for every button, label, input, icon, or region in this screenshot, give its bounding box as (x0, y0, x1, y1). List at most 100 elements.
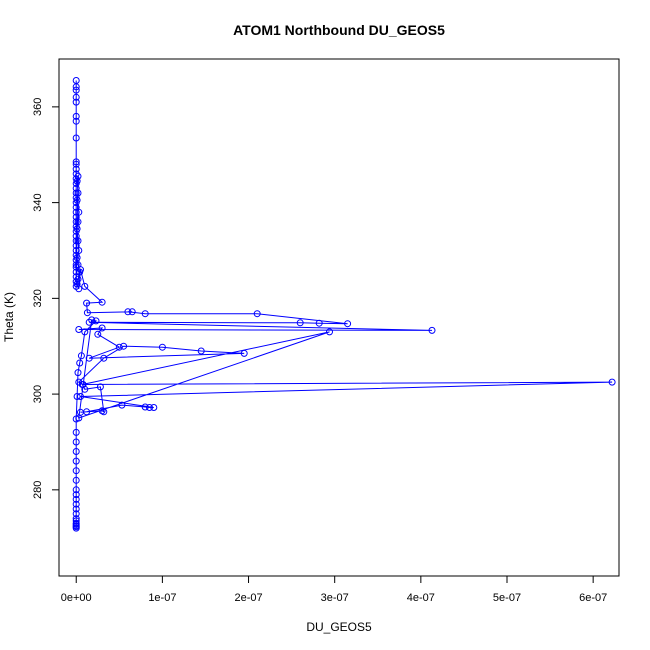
data-point (100, 408, 108, 416)
data-point (72, 505, 80, 513)
data-point (128, 308, 136, 316)
data-point (150, 404, 158, 411)
data-point (94, 330, 102, 338)
data-point (74, 172, 82, 180)
data-point (326, 328, 333, 336)
data-point (344, 320, 352, 328)
data-point (72, 415, 80, 423)
data-point (141, 403, 149, 411)
data-point (72, 134, 80, 142)
x-tick-label: 0e+00 (61, 592, 92, 604)
data-point (315, 319, 323, 327)
data-point (77, 266, 84, 274)
data-point (72, 467, 80, 475)
x-tick-label: 1e-07 (148, 592, 176, 604)
data-point (98, 407, 106, 415)
data-point (74, 189, 82, 197)
data-point (608, 378, 616, 386)
data-point (72, 247, 80, 254)
data-point (72, 457, 80, 465)
data-point (428, 326, 436, 334)
data-point (124, 308, 132, 316)
data-point (72, 491, 80, 499)
data-point (73, 177, 81, 185)
data-point (141, 310, 149, 318)
x-tick-label: 2e-07 (234, 592, 262, 604)
data-point (74, 237, 82, 245)
data-point (72, 208, 80, 216)
data-point (72, 93, 80, 101)
data-point (98, 324, 106, 332)
data-point (72, 112, 80, 120)
data-point (73, 280, 81, 288)
data-point (120, 342, 128, 350)
y-axis-label: Theta (K) (2, 292, 16, 342)
data-point (75, 285, 83, 293)
data-point (197, 347, 205, 355)
data-point (72, 158, 80, 166)
data-point (78, 381, 86, 388)
data-point (88, 316, 96, 324)
data-point (118, 401, 126, 409)
data-point (74, 369, 82, 377)
plot-frame (58, 58, 620, 577)
data-point (72, 500, 80, 508)
data-point (72, 184, 80, 192)
data-point (72, 524, 80, 532)
data-point (72, 117, 80, 125)
data-point (72, 476, 80, 484)
series-layer (72, 77, 616, 532)
x-axis: 0e+00 1e-07 2e-07 3e-07 4e-07 5e-07 6e-07 (61, 575, 607, 604)
data-point (72, 165, 80, 173)
x-tick-label: 6e-07 (579, 592, 607, 604)
data-point (72, 86, 80, 94)
y-tick-label: 320 (32, 289, 44, 307)
data-point (77, 393, 84, 400)
y-tick-label: 340 (32, 193, 44, 211)
data-point (83, 309, 91, 317)
y-axis: 280 300 320 340 360 (32, 98, 60, 499)
data-point (158, 343, 166, 351)
data-point (74, 218, 82, 226)
data-point (73, 254, 81, 262)
data-point (296, 319, 304, 327)
data-point (73, 393, 81, 400)
data-point (146, 404, 153, 411)
data-point (72, 510, 80, 518)
chart-title: ATOM1 Northbound DU_GEOS5 (233, 22, 445, 38)
x-tick-label: 4e-07 (407, 592, 435, 604)
data-point (72, 98, 80, 106)
data-point (96, 383, 104, 391)
data-point (72, 438, 80, 446)
y-tick-label: 280 (32, 481, 44, 499)
x-tick-label: 5e-07 (493, 592, 521, 604)
data-point (73, 196, 81, 204)
data-point (76, 359, 84, 367)
data-point (73, 225, 81, 233)
data-point (98, 298, 106, 306)
data-point (100, 354, 108, 362)
data-point (72, 428, 80, 436)
data-point (83, 299, 91, 307)
data-point (77, 352, 85, 360)
data-point (115, 343, 123, 351)
data-point (72, 495, 80, 503)
data-point (81, 282, 89, 290)
data-point (81, 328, 89, 336)
data-point (75, 247, 83, 254)
data-point (72, 486, 80, 494)
data-point (74, 275, 82, 283)
data-point (253, 310, 261, 318)
data-point (72, 448, 80, 455)
x-axis-label: DU_GEOS5 (306, 620, 372, 634)
data-point (92, 317, 100, 325)
data-point (72, 83, 80, 91)
data-point (75, 326, 83, 333)
x-tick-label: 3e-07 (321, 592, 349, 604)
data-point (75, 208, 83, 216)
y-tick-label: 360 (32, 98, 44, 116)
y-tick-label: 300 (32, 385, 44, 403)
data-point (240, 349, 248, 357)
